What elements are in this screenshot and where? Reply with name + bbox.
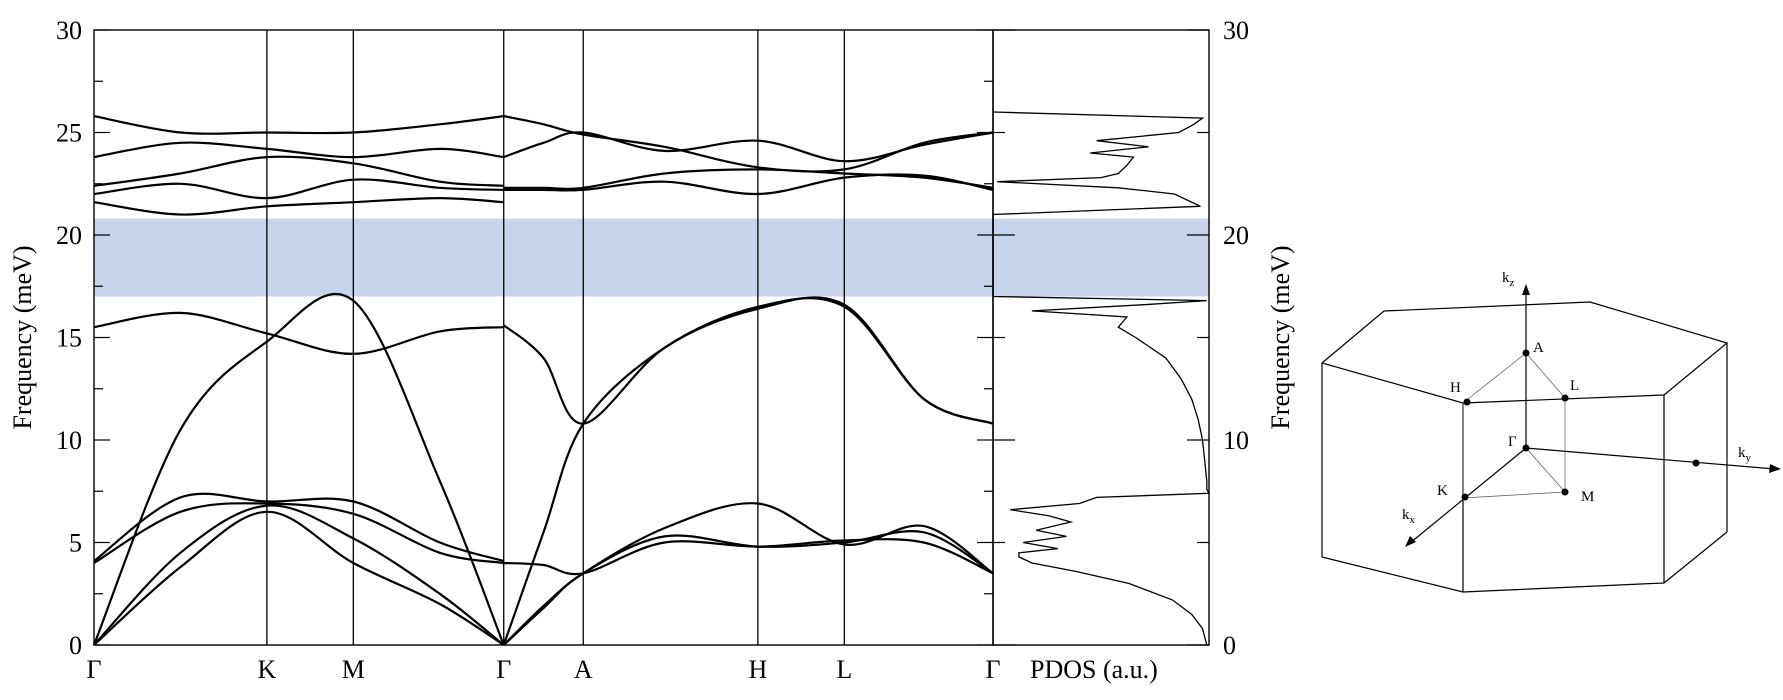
bz-bottom-edges <box>1321 531 1728 593</box>
ky-arrow-icon <box>1769 464 1781 473</box>
band-line <box>502 502 994 646</box>
kx-label: kx <box>1402 507 1416 526</box>
y-tick-label: 5 <box>69 529 82 558</box>
y-axis-title: Frequency (meV) <box>8 245 37 429</box>
kpoint-label: Γ <box>496 655 511 684</box>
bz-label-A: A <box>1533 340 1544 356</box>
y-tick-label: 20 <box>56 221 82 250</box>
dispersion-frame <box>93 29 994 646</box>
kpoint-label: Γ <box>86 655 101 684</box>
band-line <box>93 141 504 159</box>
band-line <box>92 292 505 646</box>
kpoint-label: Γ <box>985 655 1000 684</box>
bz-point-L <box>1561 394 1569 402</box>
band-line <box>93 115 504 135</box>
pdos-y-tick-label: 30 <box>1223 16 1249 45</box>
bz-path <box>1462 491 1566 499</box>
bz-point-H <box>1463 398 1471 406</box>
bz-point-K <box>1461 493 1469 501</box>
bz-path <box>1525 447 1566 493</box>
phonon-bands <box>92 115 994 646</box>
kpoint-label: A <box>574 655 593 684</box>
band-line <box>93 502 504 565</box>
bz-point-A <box>1522 349 1530 357</box>
band-line <box>503 115 994 173</box>
band-line <box>503 296 994 425</box>
band-line <box>502 297 994 646</box>
pdos-curve <box>992 111 1211 646</box>
y-tick-label: 0 <box>69 631 82 660</box>
kpoint-label: H <box>748 655 767 684</box>
gap-band-pdos <box>993 218 1209 297</box>
bz-path <box>1462 352 1527 404</box>
band-line <box>503 173 994 196</box>
bz-label-M: M <box>1581 489 1594 505</box>
band-line <box>93 492 505 563</box>
band-line <box>502 530 994 646</box>
band-line <box>93 178 504 200</box>
band-line <box>93 311 504 356</box>
bz-label-H: H <box>1450 380 1461 396</box>
pdos-x-axis-title: PDOS (a.u.) <box>1030 655 1158 684</box>
kx-arrow-icon <box>1405 536 1416 547</box>
gap-band <box>94 218 993 297</box>
kpoint-label: L <box>836 655 852 684</box>
pdos-y-tick-label: 0 <box>1223 631 1236 660</box>
pdos-y-tick-label: 10 <box>1223 426 1249 455</box>
kz-label: kz <box>1502 270 1515 289</box>
bz-label-K: K <box>1437 483 1448 499</box>
band-line <box>93 510 505 646</box>
bz-point-Gamma <box>1522 444 1530 452</box>
kpoint-label: M <box>342 655 365 684</box>
y-tick-label: 25 <box>56 119 82 148</box>
y-tick-label: 10 <box>56 426 82 455</box>
y-tick-label: 30 <box>56 16 82 45</box>
y-tick-label: 15 <box>56 324 82 353</box>
band-line <box>93 504 505 646</box>
kz-arrow-icon <box>1522 284 1530 295</box>
bz-label-Gamma: Γ <box>1508 434 1517 450</box>
pdos-y-axis-title: Frequency (meV) <box>1266 245 1295 429</box>
ky-axis <box>1525 447 1776 470</box>
brillouin-zone-diagram <box>1320 284 1781 593</box>
band-line <box>93 155 504 187</box>
bz-path <box>1525 352 1566 399</box>
pdos-y-tick-label: 20 <box>1223 221 1249 250</box>
band-line <box>503 131 994 163</box>
ky-label: ky <box>1738 445 1752 464</box>
bz-point-ky <box>1692 459 1700 467</box>
bz-point-M <box>1561 488 1569 496</box>
bz-label-L: L <box>1570 378 1579 394</box>
kpoint-label: K <box>257 655 276 684</box>
band-line <box>503 538 994 576</box>
band-line <box>93 196 504 216</box>
band-line <box>503 168 994 190</box>
